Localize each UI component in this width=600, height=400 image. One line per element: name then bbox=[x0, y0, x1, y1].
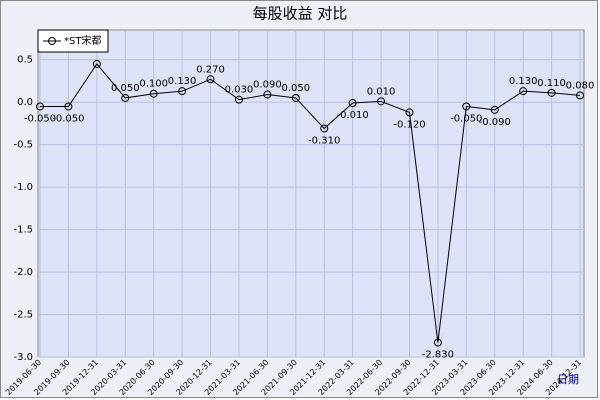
value-label: -0.090 bbox=[479, 117, 511, 128]
value-label: -0.310 bbox=[308, 136, 340, 147]
y-tick-label: -1.5 bbox=[13, 225, 33, 236]
value-label: 0.270 bbox=[196, 64, 225, 75]
point bbox=[36, 102, 44, 111]
y-tick-label: 0.0 bbox=[17, 97, 33, 108]
plot-area bbox=[37, 29, 585, 358]
legend-marker bbox=[48, 37, 56, 45]
value-label: -0.050 bbox=[24, 113, 56, 124]
point bbox=[92, 59, 101, 68]
x-axis-label: 日期 bbox=[557, 373, 579, 386]
value-label: -0.010 bbox=[337, 110, 369, 121]
y-tick-label: -2.5 bbox=[13, 310, 33, 321]
point bbox=[576, 91, 584, 100]
point bbox=[291, 93, 300, 102]
value-label: 0.130 bbox=[509, 76, 538, 87]
y-tick-label: 0.5 bbox=[17, 55, 33, 66]
value-label: 0.050 bbox=[281, 83, 310, 94]
point bbox=[547, 88, 556, 97]
value-label: -0.050 bbox=[450, 113, 482, 124]
point bbox=[64, 102, 73, 111]
value-label: 0.080 bbox=[566, 80, 595, 91]
point bbox=[121, 93, 130, 102]
y-tick-label: -2.0 bbox=[13, 267, 33, 278]
point bbox=[519, 87, 528, 96]
point bbox=[234, 95, 243, 104]
legend-label: *ST宋都 bbox=[64, 34, 101, 47]
value-label: 0.130 bbox=[168, 76, 197, 87]
value-label: -0.050 bbox=[52, 113, 84, 124]
value-label: -0.120 bbox=[393, 119, 425, 130]
legend-box bbox=[37, 29, 109, 53]
y-tick-label: -0.5 bbox=[13, 140, 33, 151]
value-label: 0.100 bbox=[139, 79, 168, 90]
point bbox=[433, 338, 442, 347]
point bbox=[206, 75, 215, 84]
value-label: -2.830 bbox=[422, 350, 454, 361]
series-line bbox=[40, 63, 581, 343]
value-label: 0.110 bbox=[537, 78, 566, 89]
point bbox=[348, 99, 357, 108]
y-tick-label: -3.0 bbox=[13, 352, 33, 363]
value-label: 0.010 bbox=[367, 86, 396, 97]
point bbox=[320, 124, 329, 133]
point bbox=[149, 89, 158, 98]
point bbox=[263, 90, 272, 99]
point bbox=[377, 97, 386, 106]
y-tick-label: -1.0 bbox=[13, 182, 33, 193]
value-label: 0.030 bbox=[225, 85, 254, 96]
point bbox=[405, 108, 414, 117]
chart-title: 每股收益 对比 bbox=[253, 5, 348, 23]
point bbox=[490, 105, 499, 114]
value-label: 0.090 bbox=[253, 80, 282, 91]
point bbox=[178, 87, 187, 96]
point bbox=[462, 102, 471, 111]
value-label: 0.050 bbox=[111, 83, 140, 94]
